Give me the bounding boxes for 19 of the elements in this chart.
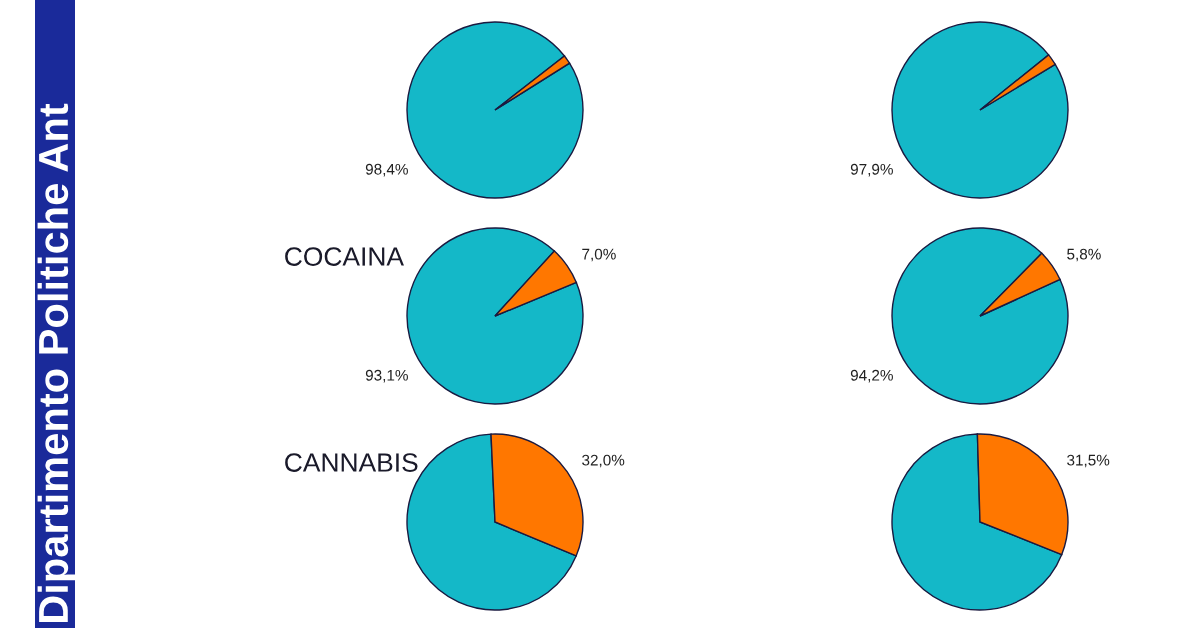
pie-slice bbox=[494, 55, 571, 111]
pie-slice bbox=[494, 250, 578, 317]
data-label: 97,9% bbox=[850, 163, 893, 177]
pie-slice bbox=[891, 21, 1069, 199]
pie-slice bbox=[979, 252, 1061, 317]
pie-slice bbox=[406, 227, 584, 405]
pie-slice bbox=[979, 54, 1056, 111]
text: COCAINA bbox=[285, 247, 404, 266]
text: Dipartimento Politiche Ant bbox=[37, 103, 77, 623]
data-label: 98,4% bbox=[365, 163, 408, 177]
data-label: 94,2% bbox=[850, 369, 893, 383]
pie-slice bbox=[891, 227, 1069, 405]
data-label: 5,8% bbox=[1067, 248, 1101, 262]
pie-slice bbox=[406, 21, 584, 199]
data-label: 32,0% bbox=[582, 454, 625, 468]
data-label: 93,1% bbox=[365, 369, 408, 383]
data-label: 7,0% bbox=[582, 248, 616, 262]
data-label: 31,5% bbox=[1067, 454, 1110, 468]
text: CANNABIS bbox=[285, 453, 418, 472]
